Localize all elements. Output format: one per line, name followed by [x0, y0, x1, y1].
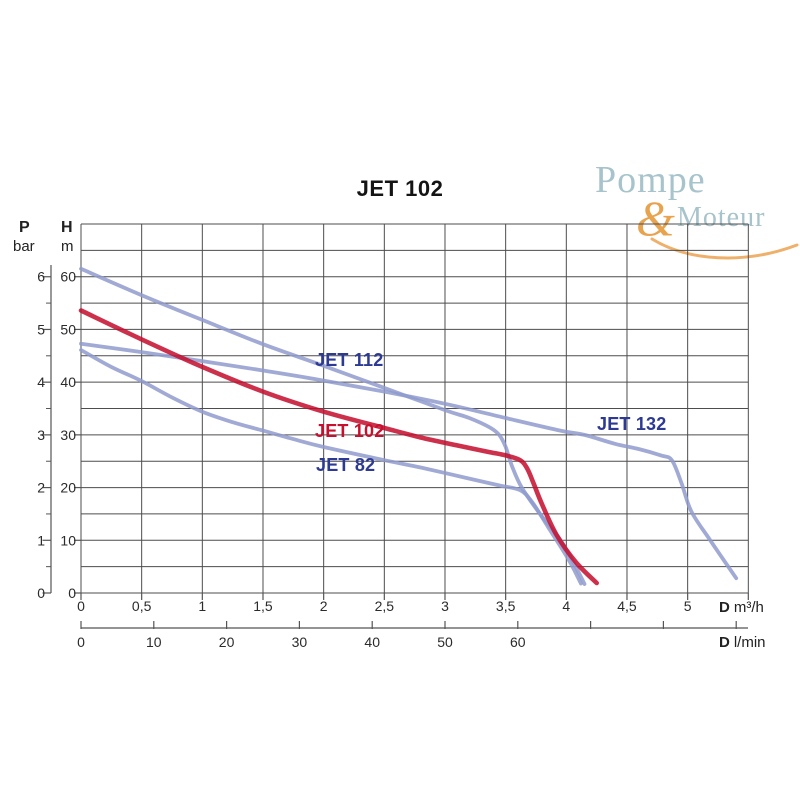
- curve-label-jet-132: JET 132: [597, 414, 667, 434]
- flow-m3h-tick-label: 4: [562, 598, 570, 614]
- flow-lmin-tick-label: 40: [364, 634, 380, 650]
- head-axis-label: H: [61, 219, 73, 236]
- curve-label-jet-82: JET 82: [316, 455, 376, 475]
- pressure-tick-label: 3: [37, 427, 45, 443]
- logo-word-pompe: Pompe: [595, 159, 706, 201]
- pressure-tick-label: 4: [37, 374, 45, 390]
- pressure-tick-label: 5: [37, 321, 45, 337]
- logo-ampersand: &: [636, 190, 675, 246]
- flow-m3h-tick-label: 1: [198, 598, 206, 614]
- pressure-axis-unit: bar: [13, 238, 35, 255]
- flow-lmin-tick-label: 50: [437, 634, 453, 650]
- head-tick-label: 60: [60, 269, 76, 285]
- head-tick-label: 50: [60, 321, 76, 337]
- flow-m3h-axis-label: D: [719, 599, 730, 616]
- chart-title: JET 102: [356, 176, 444, 201]
- flow-lmin-tick-label: 10: [146, 634, 162, 650]
- head-tick-label: 30: [60, 427, 76, 443]
- flow-m3h-tick-label: 2: [320, 598, 328, 614]
- pressure-tick-label: 6: [37, 269, 45, 285]
- head-tick-label: 10: [60, 532, 76, 548]
- head-tick-label: 0: [68, 585, 76, 601]
- flow-m3h-axis-unit: m³/h: [733, 599, 764, 616]
- flow-lmin-tick-label: 0: [77, 634, 85, 650]
- flow-m3h-tick-label: 2,5: [375, 598, 395, 614]
- pressure-tick-label: 2: [37, 480, 45, 496]
- pressure-tick-label: 0: [37, 585, 45, 601]
- curve-label-jet-112: JET 112: [315, 350, 384, 370]
- flow-lmin-axis-label: D: [719, 634, 730, 651]
- pressure-tick-label: 1: [37, 532, 45, 548]
- flow-lmin-tick-label: 60: [510, 634, 526, 650]
- flow-m3h-tick-label: 3: [441, 598, 449, 614]
- flow-m3h-tick-label: 4,5: [617, 598, 637, 614]
- series-curve-jet-132: [79, 341, 739, 581]
- flow-lmin-tick-label: 30: [292, 634, 308, 650]
- series-curve-jet-102: [78, 308, 599, 586]
- flow-m3h-tick-label: 1,5: [253, 598, 273, 614]
- flow-m3h-tick-label: 5: [684, 598, 692, 614]
- flow-lmin-axis-unit: l/min: [733, 634, 766, 651]
- flow-m3h-tick-label: 0,5: [132, 598, 152, 614]
- pressure-axis-label: P: [19, 219, 30, 236]
- logo-swoosh-path: [650, 237, 799, 260]
- head-tick-label: 20: [60, 480, 76, 496]
- curve-label-jet-102: JET 102: [315, 421, 385, 441]
- logo-word-moteur: Moteur: [677, 202, 766, 233]
- flow-m3h-tick-label: 3,5: [496, 598, 516, 614]
- series-curve-jet-82: [79, 348, 583, 586]
- flow-lmin-tick-label: 20: [219, 634, 235, 650]
- head-axis-unit: m: [61, 238, 74, 255]
- head-tick-label: 40: [60, 374, 76, 390]
- flow-m3h-tick-label: 0: [77, 598, 85, 614]
